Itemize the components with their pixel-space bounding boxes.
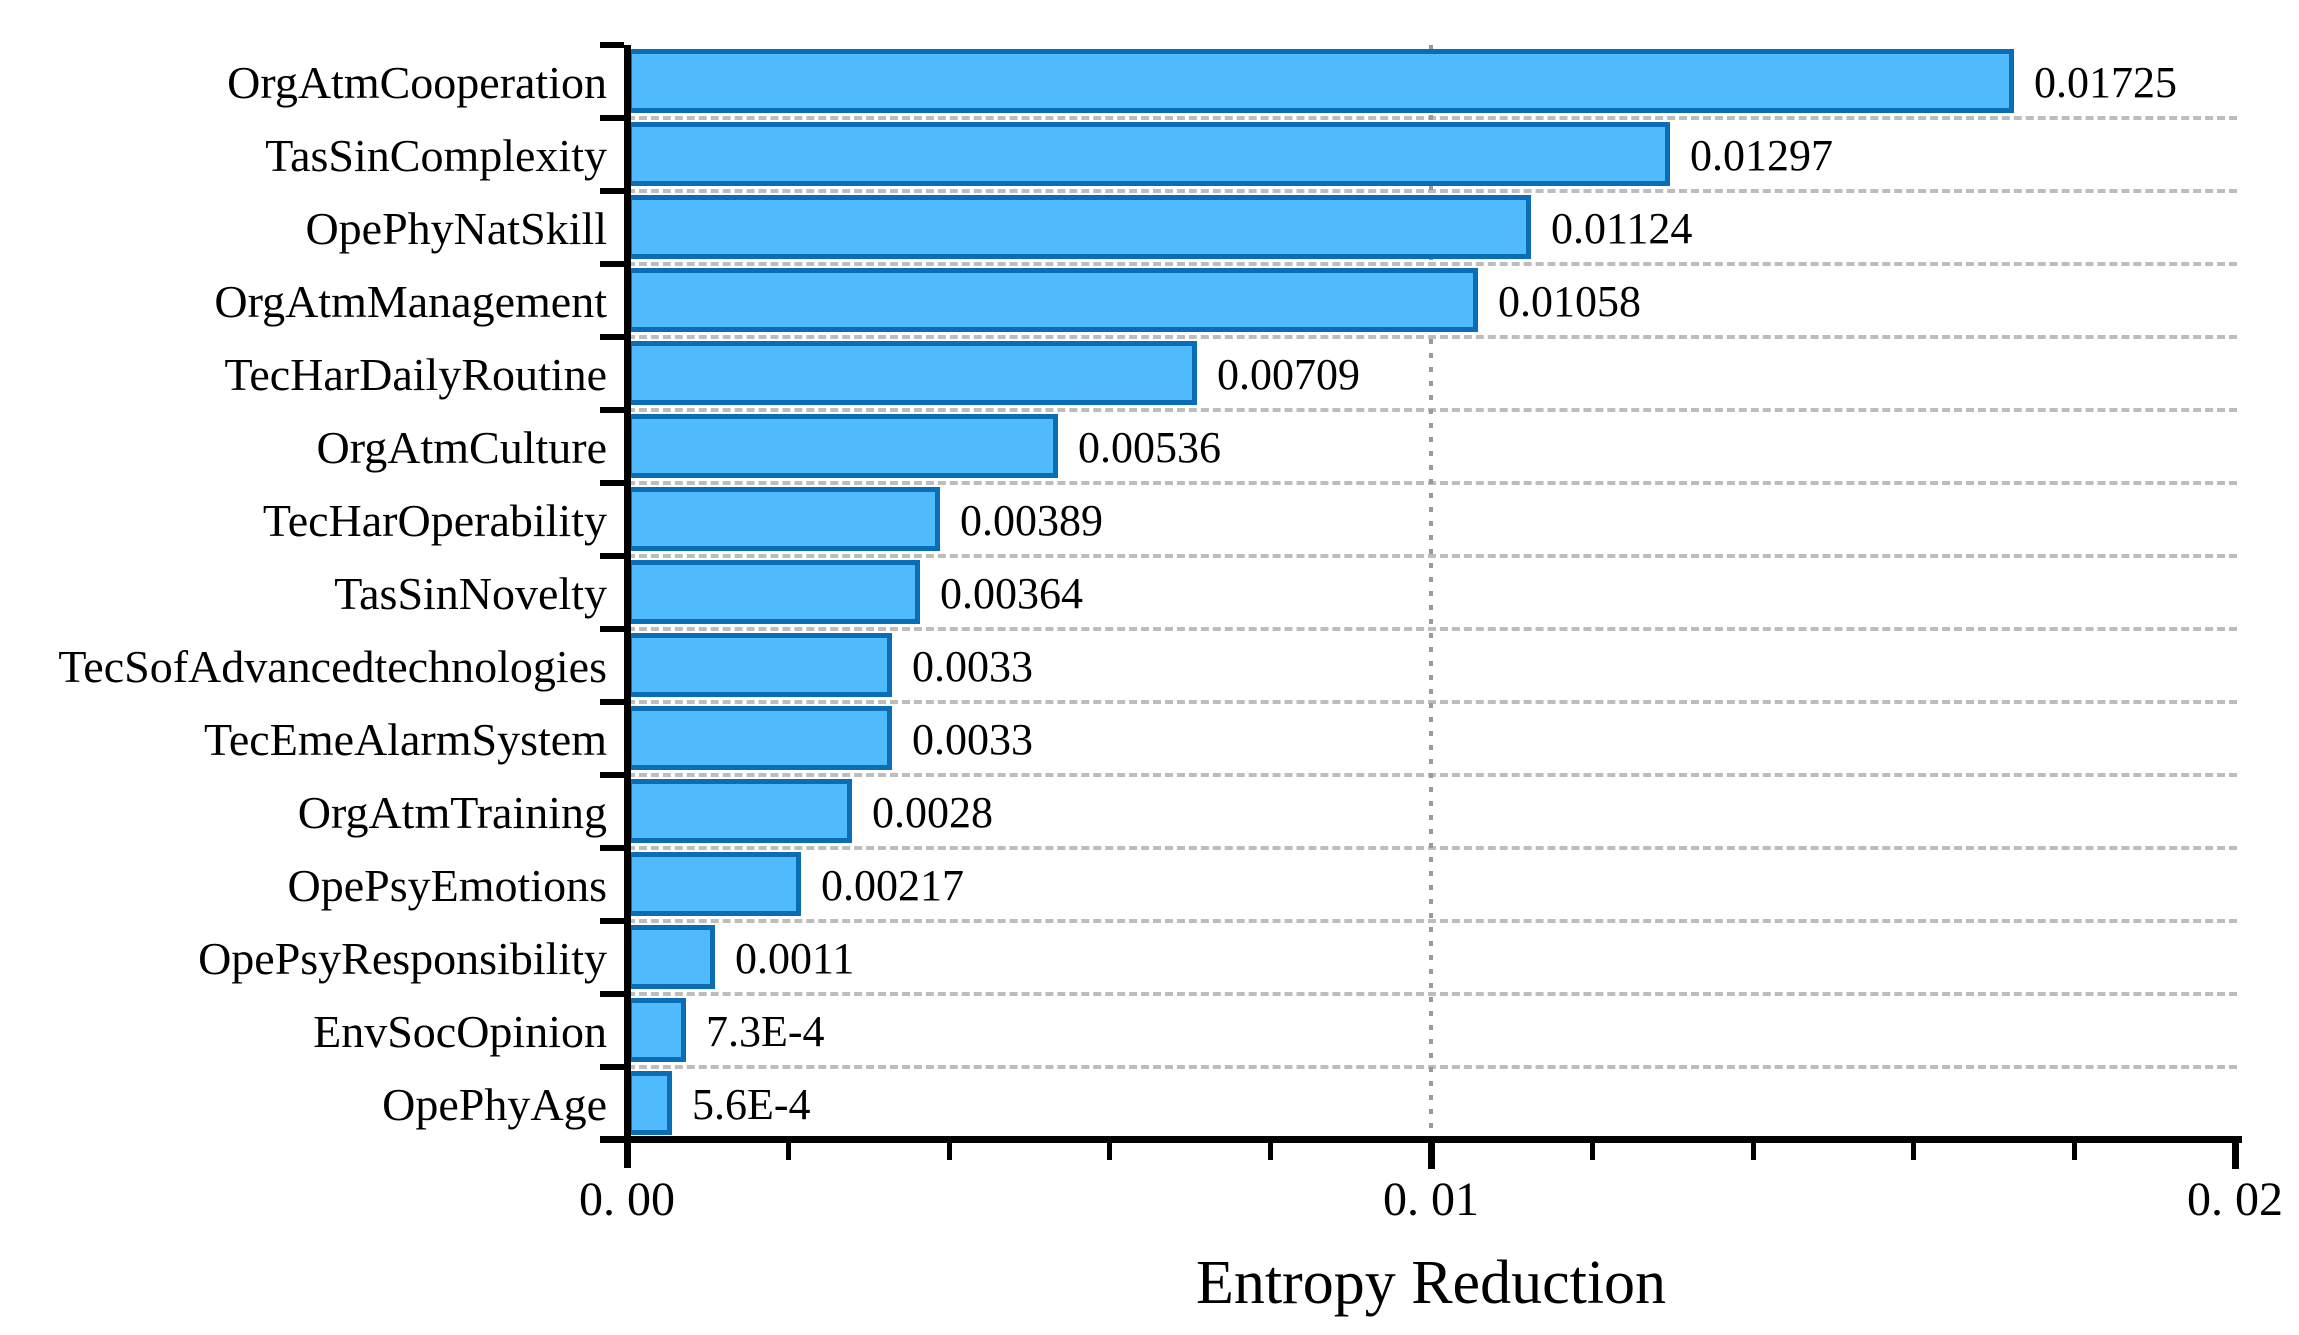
y-tick: [600, 1064, 624, 1070]
x-axis-title: Entropy Reduction: [1195, 1249, 1667, 1317]
y-tick: [600, 1137, 624, 1143]
x-minor-tick: [946, 1143, 952, 1160]
y-tick: [600, 115, 624, 121]
x-minor-tick: [785, 1143, 791, 1160]
bar-value-label: 0.00389: [960, 495, 1103, 545]
bar-value-label: 0.00217: [821, 860, 964, 910]
category-label: OpePsyResponsibility: [198, 932, 607, 984]
x-tick-label: 0. 01: [1383, 1173, 1479, 1226]
category-label: OrgAtmCooperation: [227, 56, 607, 108]
bar-value-label: 0.01297: [1690, 130, 1833, 180]
category-label: TecEmeAlarmSystem: [204, 713, 607, 765]
y-tick: [600, 845, 624, 851]
bar: [627, 341, 1197, 405]
category-label: OrgAtmManagement: [214, 275, 607, 327]
x-tick-label: 0. 02: [2187, 1173, 2283, 1226]
bar-value-label: 0.01124: [1551, 203, 1693, 253]
category-label: OpePsyEmotions: [287, 859, 607, 911]
category-label: TasSinNovelty: [334, 567, 607, 619]
y-tick: [600, 918, 624, 924]
v-gridline: [1429, 45, 1433, 1140]
y-tick: [600, 626, 624, 632]
bar: [627, 268, 1478, 332]
bar: [627, 560, 920, 624]
y-tick: [600, 480, 624, 486]
category-label: TecHarDailyRoutine: [224, 348, 607, 400]
bar-value-label: 0.0011: [735, 933, 855, 983]
bar: [627, 487, 940, 551]
bar: [627, 779, 852, 843]
bar: [627, 195, 1531, 259]
y-axis-line: [624, 45, 631, 1168]
category-label: OpePhyNatSkill: [305, 202, 607, 254]
category-label: OrgAtmCulture: [316, 421, 607, 473]
bar: [627, 1071, 672, 1135]
bar: [627, 852, 801, 916]
bar-value-label: 0.0033: [912, 641, 1033, 691]
x-tick-label: 0. 00: [579, 1173, 675, 1226]
x-minor-tick: [1107, 1143, 1113, 1160]
x-major-tick: [1428, 1143, 1435, 1169]
y-tick: [600, 772, 624, 778]
bar-value-label: 0.00364: [940, 568, 1083, 618]
bar: [627, 633, 892, 697]
bar: [627, 925, 715, 989]
x-major-tick: [2232, 1143, 2239, 1169]
bar: [627, 706, 892, 770]
bar-value-label: 0.00536: [1078, 422, 1221, 472]
bar-value-label: 0.01725: [2034, 57, 2177, 107]
category-label: TecSofAdvancedtechnologies: [58, 640, 607, 692]
x-minor-tick: [1750, 1143, 1756, 1160]
category-label: TasSinComplexity: [265, 129, 607, 181]
x-minor-tick: [1268, 1143, 1274, 1160]
y-tick: [600, 334, 624, 340]
x-minor-tick: [1911, 1143, 1917, 1160]
bar-value-label: 0.0028: [872, 787, 993, 837]
bar-value-label: 0.0033: [912, 714, 1033, 764]
bar: [627, 49, 2014, 113]
bar-value-label: 5.6E-4: [692, 1079, 811, 1129]
category-label: TecHarOperability: [262, 494, 607, 546]
x-axis-line: [600, 1136, 2242, 1143]
bar-value-label: 0.00709: [1217, 349, 1360, 399]
category-label: OpePhyAge: [382, 1078, 607, 1130]
y-tick: [600, 553, 624, 559]
y-tick: [600, 188, 624, 194]
bar-value-label: 0.01058: [1498, 276, 1641, 326]
x-minor-tick: [1589, 1143, 1595, 1160]
bar: [627, 414, 1058, 478]
y-tick: [600, 991, 624, 997]
bar-value-label: 7.3E-4: [706, 1006, 825, 1056]
category-label: EnvSocOpinion: [313, 1005, 607, 1057]
x-minor-tick: [2072, 1143, 2078, 1160]
y-tick: [600, 261, 624, 267]
y-tick: [600, 699, 624, 705]
bar: [627, 122, 1670, 186]
y-tick: [600, 407, 624, 413]
y-tick: [600, 42, 624, 48]
bar: [627, 998, 686, 1062]
category-label: OrgAtmTraining: [297, 786, 607, 838]
